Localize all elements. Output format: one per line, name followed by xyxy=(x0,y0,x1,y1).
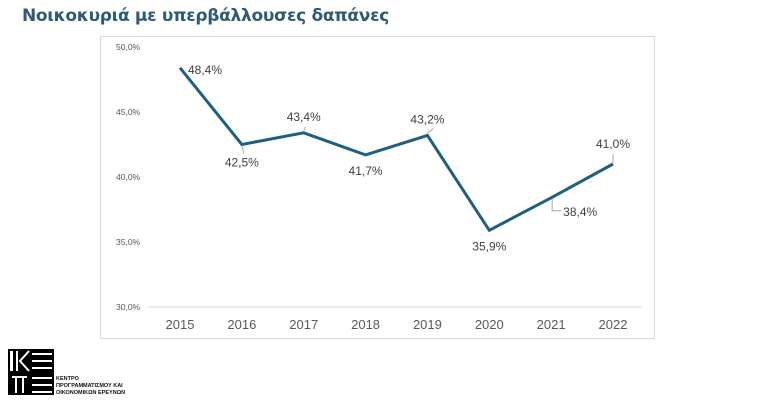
data-label: 48,4% xyxy=(188,63,222,77)
data-label: 41,0% xyxy=(596,137,630,151)
y-tick-label: 35,0% xyxy=(116,237,141,247)
logo-line: ΟΙΚΟΝΟΜΙΚΩΝ ΕΡΕΥΝΩΝ xyxy=(56,390,126,396)
label-leader-line xyxy=(241,146,245,154)
chart-title: Νοικοκυριά με υπερβάλλουσες δαπάνες xyxy=(22,6,390,26)
data-label: 43,4% xyxy=(287,110,321,124)
data-label: 35,9% xyxy=(472,239,506,253)
x-tick-label: 2018 xyxy=(351,317,380,332)
logo-line: ΠΡΟΓΡΑΜΜΑΤΙΣΜΟΥ ΚΑΙ xyxy=(56,383,123,389)
label-leader-line xyxy=(427,128,434,134)
x-tick-label: 2016 xyxy=(227,317,256,332)
x-axis: 2015 2016 2017 2018 2019 2020 2021 2022 xyxy=(166,317,628,332)
y-axis: 30,0% 35,0% 40,0% 45,0% 50,0% xyxy=(116,42,141,312)
series-line xyxy=(178,66,614,233)
data-labels: 48,4% 42,5% 43,4% 41,7% 43,2% 35,9% 38,4% 41,0% xyxy=(188,63,630,254)
x-tick-label: 2019 xyxy=(413,317,442,332)
x-tick-label: 2015 xyxy=(166,317,195,332)
kepe-logo-icon xyxy=(8,349,54,395)
y-tick-label: 30,0% xyxy=(116,302,141,312)
x-tick-label: 2022 xyxy=(599,317,628,332)
data-label: 42,5% xyxy=(225,156,259,170)
chart-frame xyxy=(100,36,655,339)
y-tick-label: 45,0% xyxy=(116,107,141,117)
kepe-logo-text: ΚΕΝΤΡΟ ΠΡΟΓΡΑΜΜΑΤΙΣΜΟΥ ΚΑΙ ΟΙΚΟΝΟΜΙΚΩΝ Ε… xyxy=(56,376,125,397)
label-leaders xyxy=(241,126,614,212)
data-label: 41,7% xyxy=(349,164,383,178)
label-leader-line xyxy=(551,198,562,212)
x-tick-label: 2017 xyxy=(289,317,318,332)
x-tick-label: 2021 xyxy=(537,317,566,332)
data-label: 38,4% xyxy=(563,205,597,219)
data-label: 43,2% xyxy=(410,112,444,126)
y-tick-label: 40,0% xyxy=(116,172,141,182)
label-leader-line xyxy=(303,126,307,132)
y-tick-label: 50,0% xyxy=(116,42,141,52)
x-tick-label: 2020 xyxy=(475,317,504,332)
logo-line: ΚΕΝΤΡΟ xyxy=(56,376,79,382)
